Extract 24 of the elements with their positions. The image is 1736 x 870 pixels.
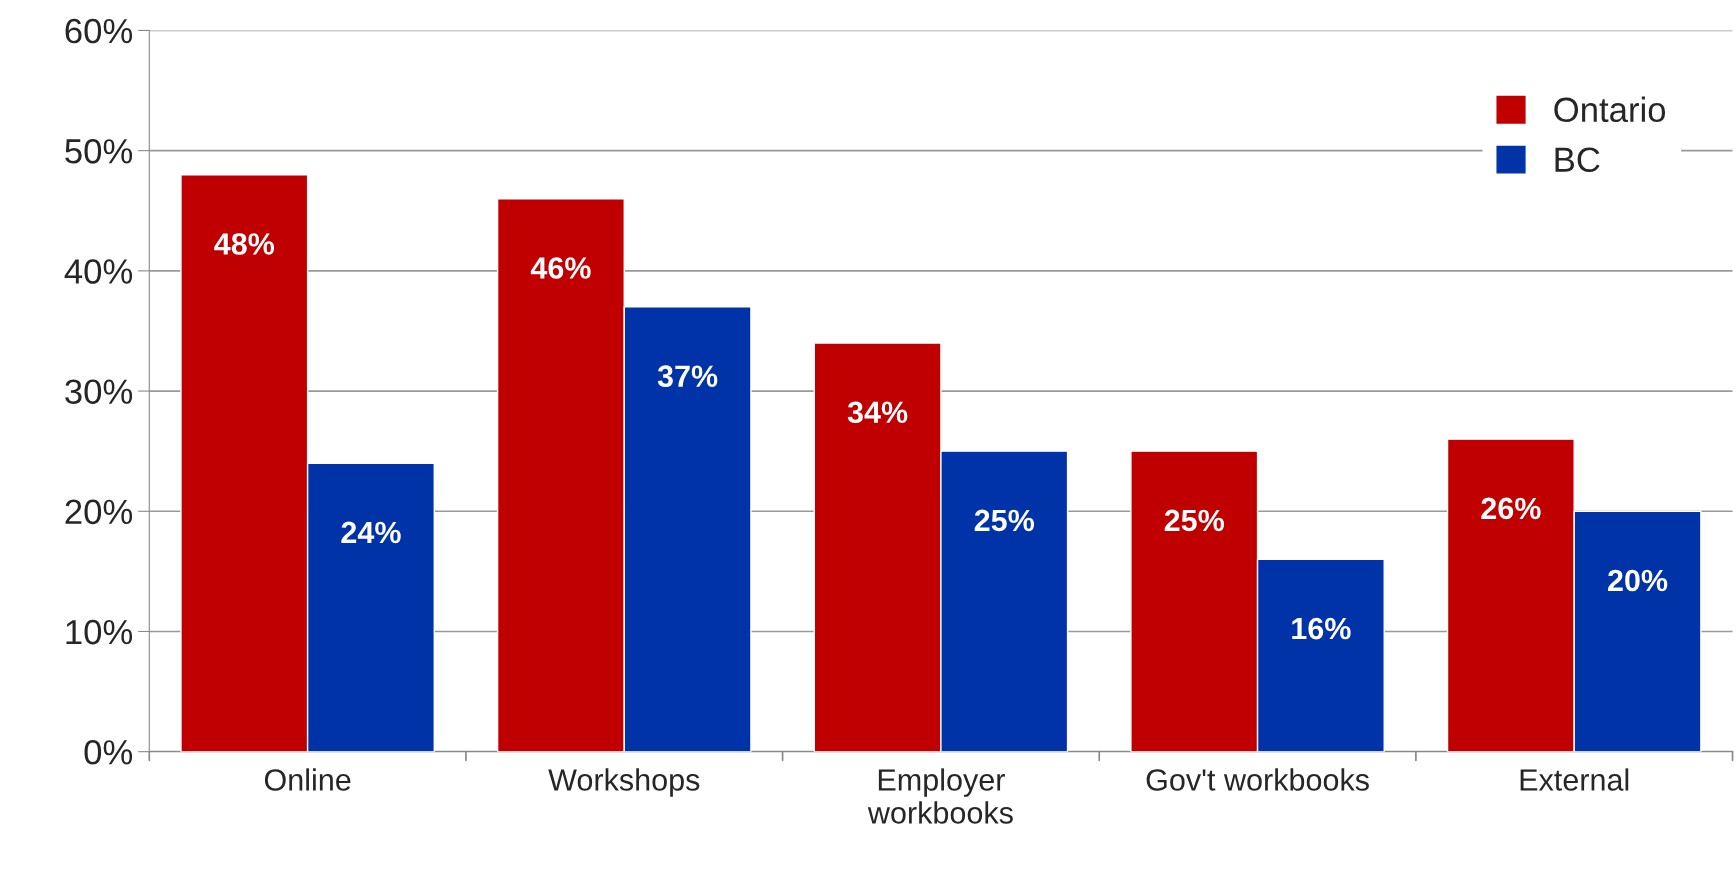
data-label: 34% [847,401,908,424]
data-label: 16% [1292,617,1351,640]
y-tick-label: 0% [84,740,133,765]
data-label: 26% [1481,497,1541,520]
legend-label: BC [1555,147,1600,173]
data-label: 25% [974,509,1035,532]
y-tick-label: 30% [65,379,133,404]
y-tick-label: 40% [64,259,133,284]
y-tick-label: 10% [66,619,133,645]
x-tick-label: Workshops [548,768,700,797]
data-label: 24% [341,521,401,544]
y-tick-label: 50% [65,138,133,164]
data-label: 37% [657,365,718,388]
x-tick-label: Employer workbooks [867,768,1013,824]
data-label: 20% [1608,569,1668,592]
x-tick-label: External [1520,768,1629,791]
data-label: 25% [1164,509,1224,532]
y-tick-label: 60% [65,18,133,44]
legend-label: Ontario [1554,96,1666,123]
x-tick-label: Gov't workbooks [1146,768,1369,791]
x-tick-label: Online [264,768,351,791]
data-label: 46% [530,257,591,279]
y-tick-label: 20% [65,499,133,525]
data-label: 48% [214,233,275,255]
